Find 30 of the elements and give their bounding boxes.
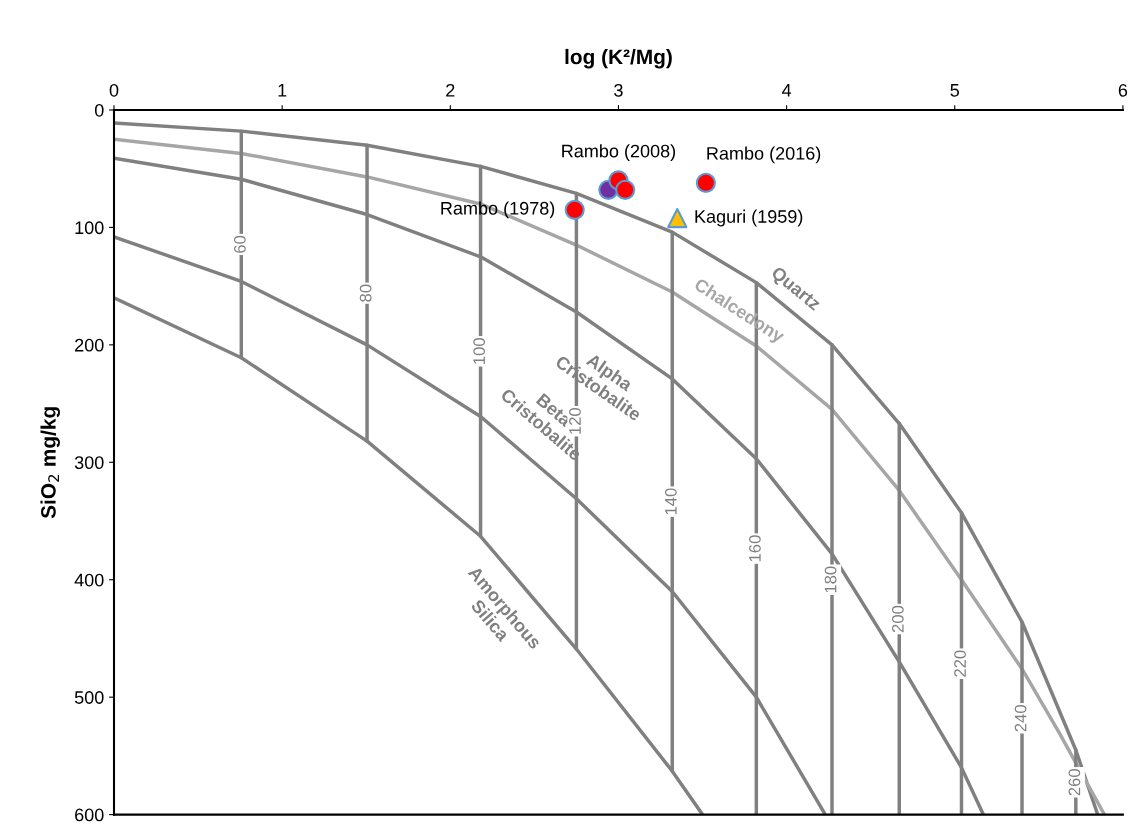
- y-axis-title: SiO$_{2}$ mg/kg: [40, 407, 60, 519]
- text: 160: [749, 535, 761, 562]
- text: 80: [359, 284, 372, 302]
- x-tick-label: 5: [950, 84, 960, 97]
- series-label: Kaguri (1959): [695, 209, 803, 227]
- x-tick-label: 4: [781, 84, 792, 97]
- text: 140: [664, 488, 677, 515]
- y-tick-label: 300: [74, 456, 104, 470]
- x-tick-label: 3: [614, 83, 623, 97]
- y-tick-label: 200: [75, 338, 104, 352]
- y-tick-label: 500: [74, 691, 104, 704]
- y-tick-label: 600: [75, 808, 104, 822]
- series-label: Rambo (2016): [707, 146, 821, 164]
- x-axis-title: log (K²/Mg): [565, 48, 672, 69]
- text: 240: [1014, 705, 1027, 732]
- text: 220: [954, 650, 966, 677]
- x-tick-label: 2: [446, 83, 455, 97]
- y-tick-label: 400: [74, 573, 104, 587]
- x-tick-label: 6: [1118, 83, 1128, 97]
- series-label: Rambo (1978): [441, 201, 555, 219]
- text: 100: [473, 338, 486, 364]
- text: 180: [824, 566, 837, 593]
- y-tick-label: 100: [75, 221, 104, 235]
- x-tick-label: 1: [278, 84, 287, 97]
- text: 260: [1068, 769, 1081, 796]
- y-tick-label: 0: [94, 103, 104, 117]
- series-label: Rambo (2008): [562, 144, 676, 161]
- text: 60: [233, 235, 246, 253]
- text: 200: [891, 605, 904, 633]
- x-tick-label: 0: [109, 83, 119, 97]
